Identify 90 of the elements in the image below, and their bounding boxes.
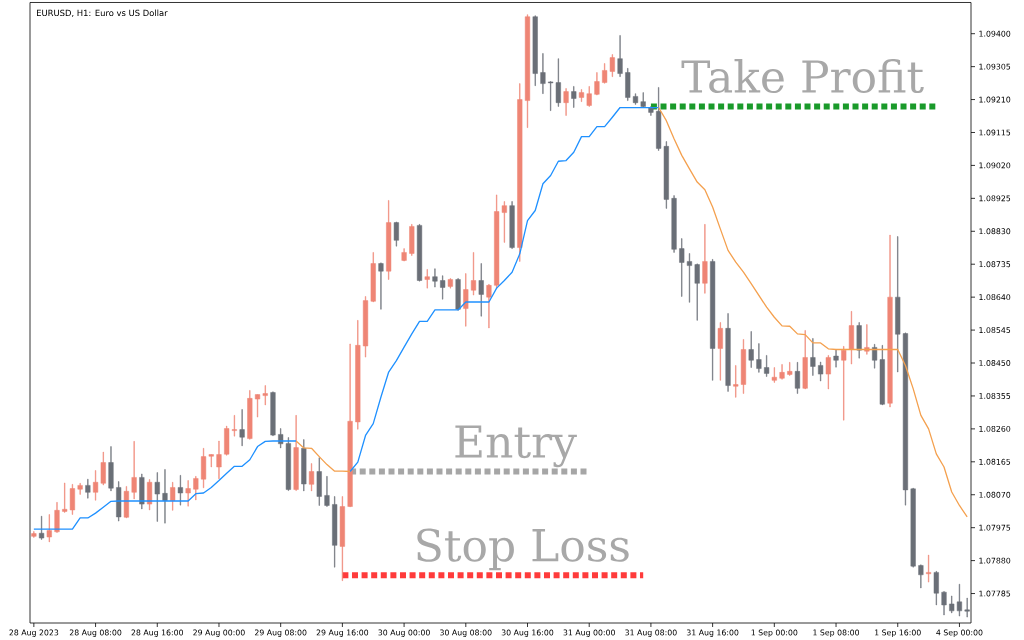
candlestick	[640, 92, 646, 108]
candlestick	[455, 278, 461, 311]
candlestick	[540, 53, 546, 94]
candlestick	[378, 262, 384, 310]
candlestick	[733, 365, 739, 398]
candlestick	[432, 268, 438, 288]
candlestick	[933, 571, 939, 606]
candlestick	[108, 446, 114, 492]
candlestick	[725, 313, 731, 392]
candlestick	[848, 311, 855, 365]
candlestick	[578, 89, 585, 102]
candlestick	[617, 35, 623, 77]
candlestick	[54, 502, 60, 533]
candlestick	[355, 320, 361, 430]
candlestick	[486, 284, 492, 329]
candlestick	[170, 482, 176, 511]
candlestick	[393, 221, 399, 247]
candlestick	[386, 200, 392, 280]
candlestick	[324, 476, 330, 507]
series-label: Stop Loss	[417, 528, 629, 571]
candlestick	[710, 259, 716, 381]
candlestick	[293, 415, 299, 491]
candlestick	[841, 346, 847, 421]
text: EURUSD, H1: Euro vs US Dollar	[37, 9, 168, 17]
candlestick	[910, 487, 916, 568]
candlestick	[818, 361, 824, 382]
candlestick	[146, 479, 153, 511]
candlestick	[216, 440, 222, 480]
candlestick	[270, 391, 276, 437]
candlestick	[779, 364, 785, 380]
candlestick	[802, 330, 808, 390]
candlestick	[116, 481, 122, 522]
candlestick	[571, 86, 577, 108]
candlestick	[316, 457, 322, 506]
candlestick	[532, 15, 538, 86]
candlestick	[193, 476, 199, 501]
candlestick	[517, 83, 523, 262]
candlestick	[717, 322, 723, 381]
candlestick	[154, 472, 160, 522]
candlestick	[409, 224, 415, 256]
candlestick	[177, 475, 183, 506]
candlestick	[671, 195, 677, 253]
candlestick	[440, 275, 446, 300]
candlestick	[131, 441, 137, 500]
candlestick	[123, 486, 129, 519]
candlestick	[756, 343, 762, 373]
candlestick	[424, 269, 430, 289]
candlestick	[625, 68, 631, 101]
candlestick	[509, 201, 515, 249]
candlestick	[401, 248, 407, 262]
candlestick	[347, 343, 353, 508]
candlestick	[941, 591, 947, 616]
candlestick	[478, 263, 484, 317]
candlestick	[39, 515, 45, 540]
series-label: Take Profit	[681, 59, 924, 94]
candlestick	[918, 564, 924, 589]
candlestick	[247, 390, 253, 440]
candlestick	[162, 469, 168, 524]
candlestick	[702, 224, 708, 294]
candlestick	[825, 355, 831, 390]
candlestick	[239, 409, 245, 447]
candlestick	[810, 338, 816, 376]
candlestick	[694, 263, 700, 321]
candlestick	[594, 72, 600, 96]
candlestick	[787, 362, 793, 376]
candlestick	[964, 597, 970, 618]
candlestick	[856, 322, 862, 359]
candlestick	[887, 234, 893, 408]
candlestick	[447, 278, 453, 289]
candlestick	[833, 349, 839, 368]
candlestick	[339, 496, 345, 581]
candlestick	[77, 483, 83, 495]
candlestick	[748, 331, 754, 368]
candlestick	[85, 478, 91, 499]
candlestick	[46, 514, 52, 543]
candlestick	[185, 480, 191, 507]
candlestick	[586, 86, 592, 107]
candlestick	[563, 88, 569, 116]
series-label: Entry	[455, 425, 577, 468]
candlestick	[926, 554, 932, 583]
candlestick	[679, 238, 685, 297]
candlestick	[31, 531, 37, 538]
candlestick	[463, 273, 469, 327]
candlestick	[370, 252, 376, 303]
candlestick	[301, 439, 307, 492]
candlestick	[764, 355, 770, 377]
candlestick	[139, 473, 145, 510]
candlestick	[332, 496, 338, 568]
candlestick	[771, 367, 777, 383]
candlestick	[648, 106, 654, 116]
